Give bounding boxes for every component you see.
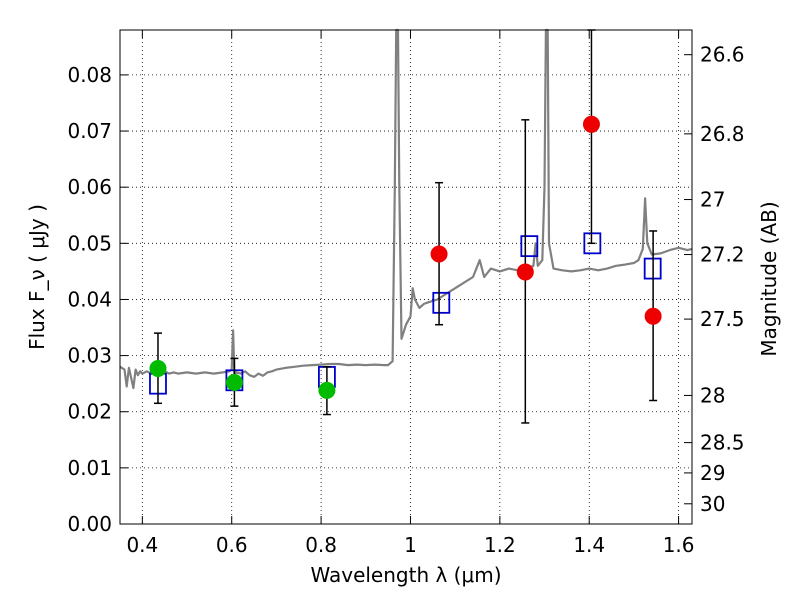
observed-point: [149, 360, 167, 378]
model-square-marker: [520, 235, 539, 258]
marker-layer: [149, 29, 662, 424]
y-tick-label: 0.08: [67, 63, 112, 87]
observed-point: [644, 307, 662, 325]
right-tick-label: 27: [700, 188, 725, 212]
y-tick-label: 0.04: [67, 287, 112, 311]
y-tick-label: 0.03: [67, 344, 112, 368]
x-tick-label: 1.2: [484, 533, 516, 557]
x-tick-label: 1: [404, 533, 417, 557]
x-tick-label: 1.6: [663, 533, 695, 557]
right-tick-label: 27.2: [700, 243, 745, 267]
spectrum-line: [119, 28, 693, 390]
right-tick-label: 26.6: [700, 43, 745, 67]
right-tick-label: 30: [700, 492, 725, 516]
x-tick-label: 0.6: [216, 533, 248, 557]
right-tick-label: 29: [700, 461, 725, 485]
right-tick-label: 28.5: [700, 431, 745, 455]
observed-point: [516, 263, 534, 281]
observed-point: [430, 245, 448, 263]
tick-layer: 0.4 0.6 0.8 1 1.2 1.4 1.6 0.00 0.01 0.02 0.03 0.04 0…: [67, 30, 745, 557]
x-axis-label: Wavelength λ (μm): [310, 563, 501, 587]
y-tick-label: 0.01: [67, 456, 112, 480]
right-axis-label: Magnitude (AB): [757, 201, 781, 356]
observed-point: [318, 381, 336, 399]
x-tick-label: 0.8: [305, 533, 337, 557]
observed-point: [225, 374, 243, 392]
right-tick-label: 27.5: [700, 307, 745, 331]
right-tick-label: 28: [700, 383, 725, 407]
model-square-marker: [583, 232, 602, 255]
y-axis-label: Flux F_ν ( μJy ): [25, 204, 49, 350]
x-tick-label: 1.4: [573, 533, 605, 557]
y-tick-label: 0.05: [67, 231, 112, 255]
grid-lines: [120, 30, 692, 525]
right-tick-label: 26.8: [700, 122, 745, 146]
y-tick-label: 0.07: [67, 119, 112, 143]
y-tick-label: 0.06: [67, 175, 112, 199]
spectrum-line-layer: [119, 28, 693, 390]
y-tick-label: 0.00: [67, 512, 112, 536]
x-tick-label: 0.4: [126, 533, 158, 557]
model-square-marker: [432, 291, 451, 314]
observed-point: [582, 115, 600, 133]
plot-frame: [119, 29, 693, 525]
y-tick-label: 0.02: [67, 400, 112, 424]
